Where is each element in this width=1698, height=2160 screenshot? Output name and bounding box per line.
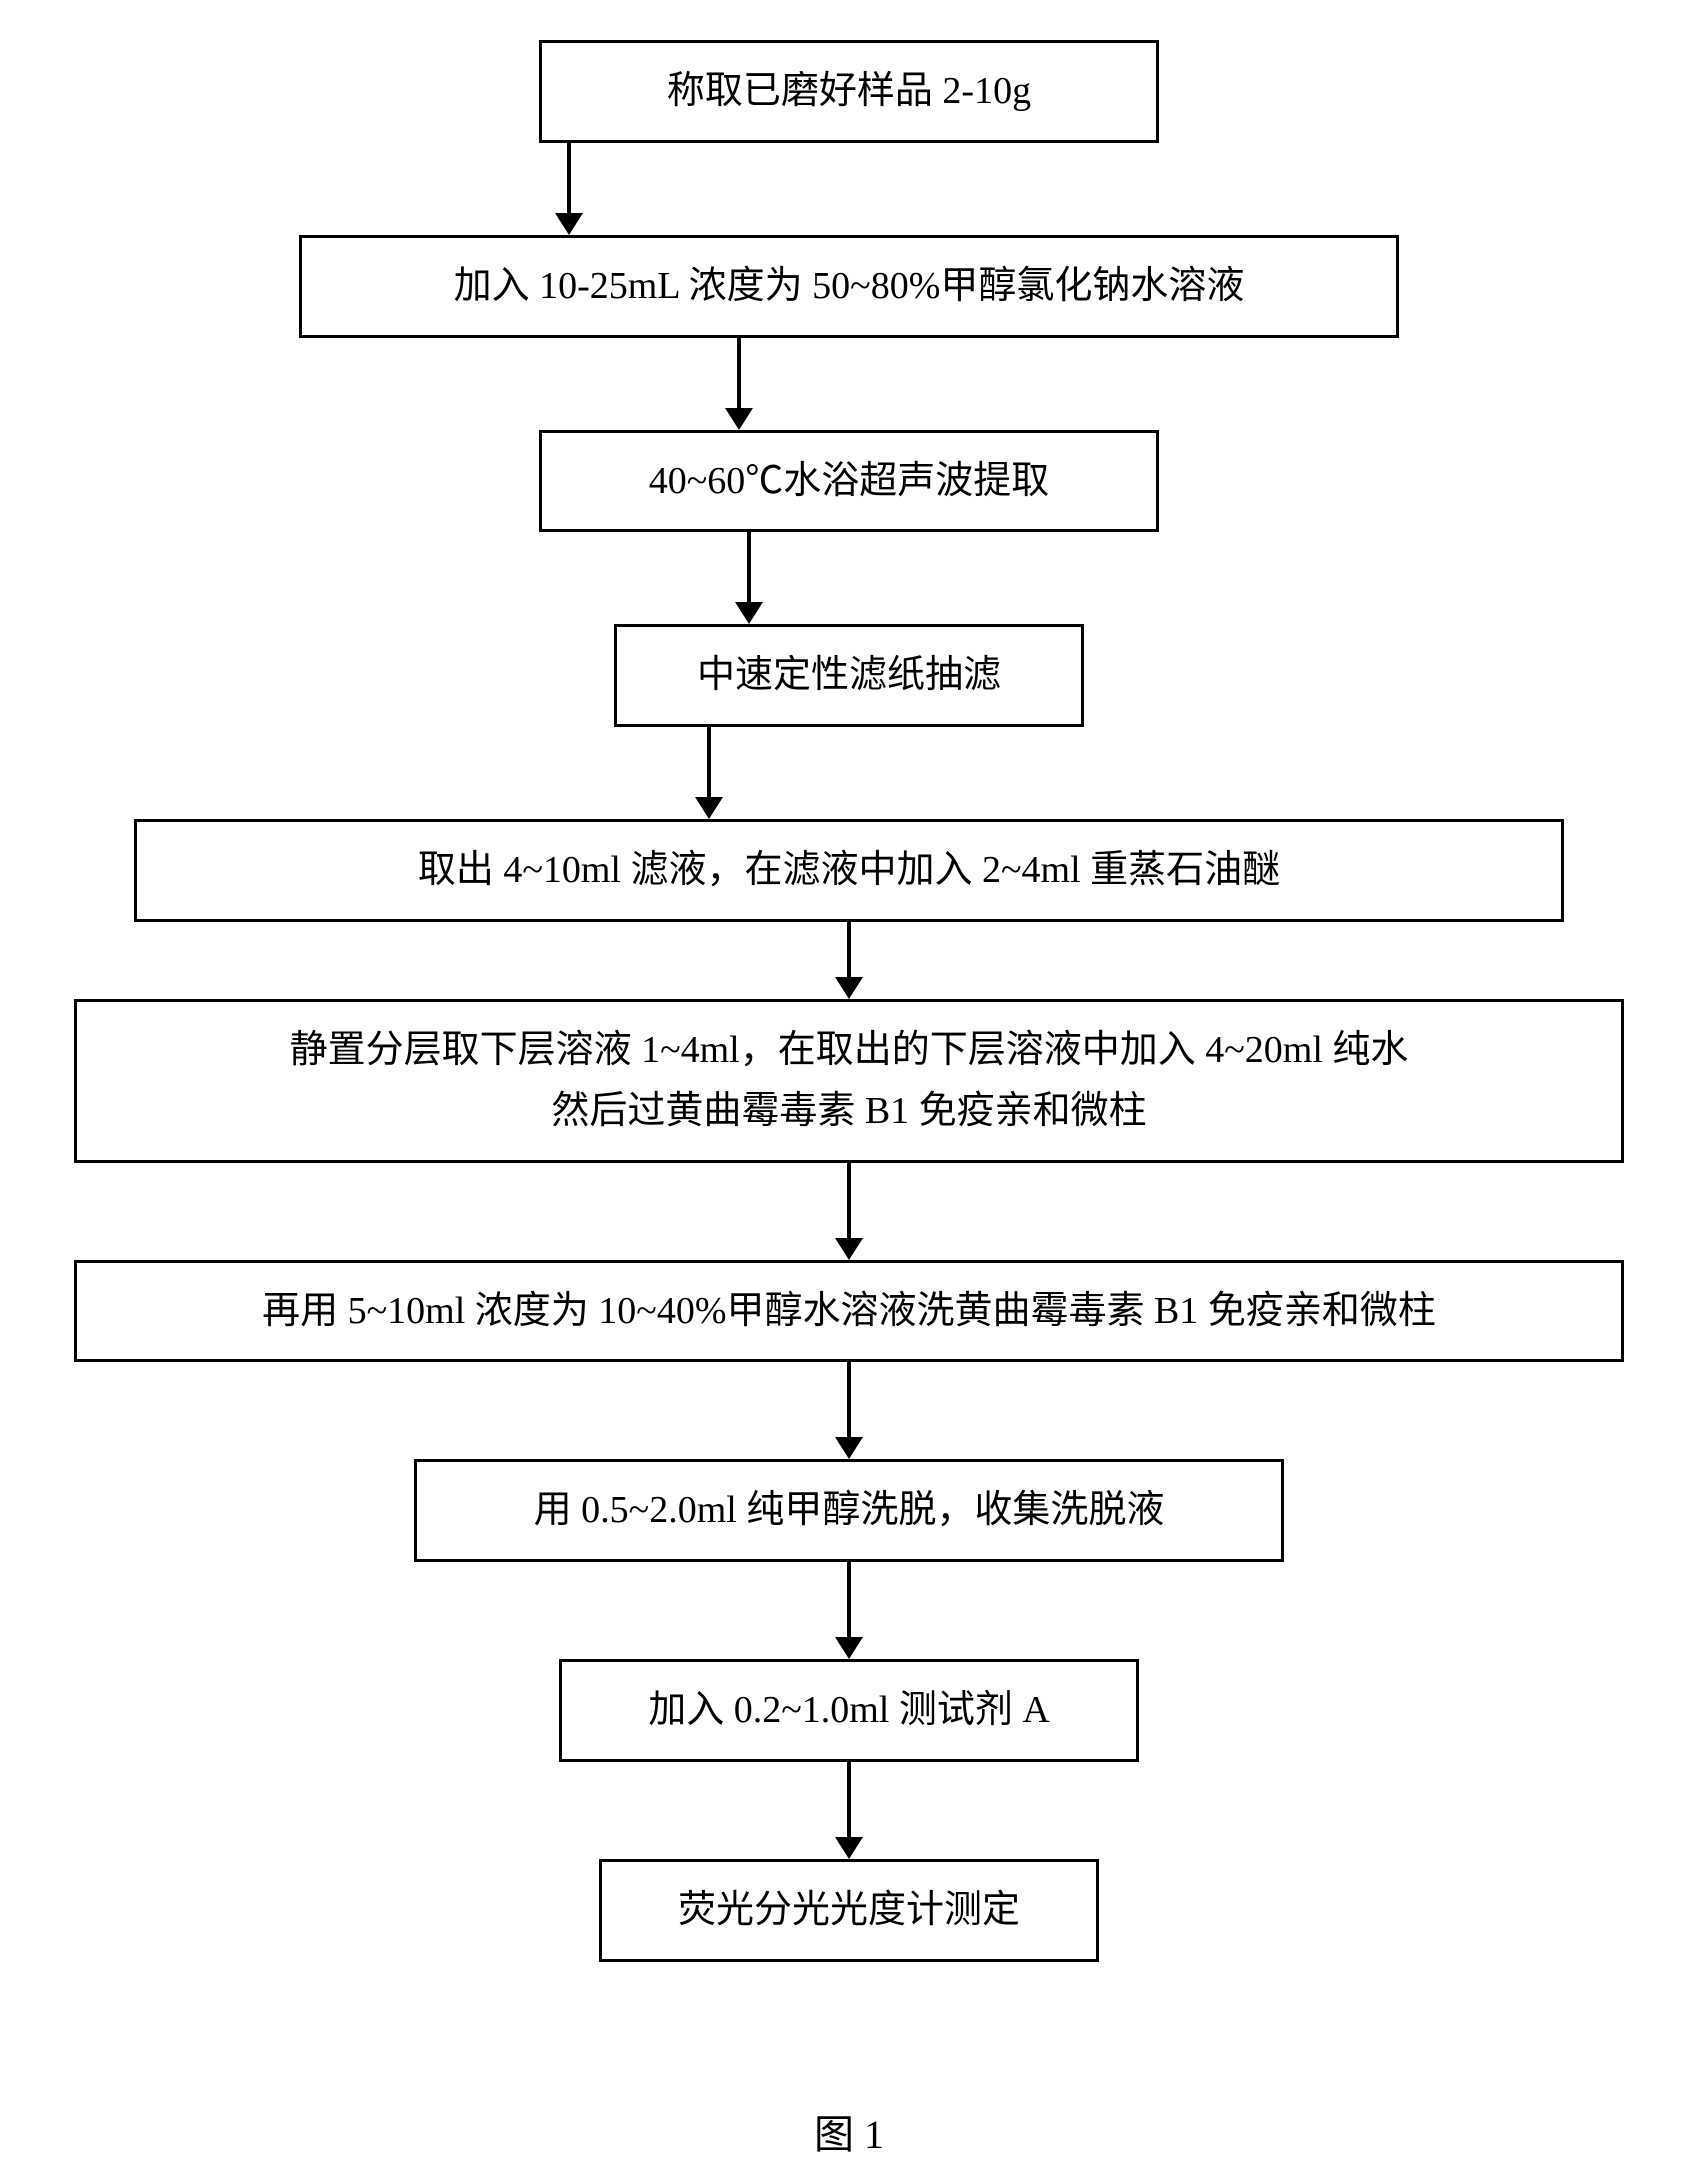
arrow-shaft	[707, 727, 711, 797]
flowchart: 称取已磨好样品 2-10g 加入 10-25mL 浓度为 50~80%甲醇氯化钠水…	[0, 40, 1698, 1962]
flow-step: 用 0.5~2.0ml 纯甲醇洗脱，收集洗脱液	[414, 1459, 1284, 1562]
flow-step-text: 称取已磨好样品 2-10g	[667, 61, 1031, 122]
arrow-head-icon	[835, 1837, 863, 1859]
arrow-head-icon	[835, 1437, 863, 1459]
flow-step-text: 40~60℃水浴超声波提取	[649, 451, 1050, 512]
flow-step: 荧光分光光度计测定	[599, 1859, 1099, 1962]
flow-step: 加入 0.2~1.0ml 测试剂 A	[559, 1659, 1139, 1762]
arrow-shaft	[737, 338, 741, 408]
arrow-head-icon	[555, 213, 583, 235]
flow-arrow	[555, 143, 583, 235]
flow-step-text: 中速定性滤纸抽滤	[697, 645, 1001, 706]
flow-step-text: 荧光分光光度计测定	[678, 1880, 1020, 1941]
flow-step: 称取已磨好样品 2-10g	[539, 40, 1159, 143]
flow-arrow	[725, 338, 753, 430]
figure-caption: 图 1	[0, 2102, 1698, 2160]
arrow-shaft	[747, 532, 751, 602]
flow-step: 加入 10-25mL 浓度为 50~80%甲醇氯化钠水溶液	[299, 235, 1399, 338]
arrow-head-icon	[835, 1238, 863, 1260]
arrow-shaft	[847, 922, 851, 977]
flow-step-text: 静置分层取下层溶液 1~4ml，在取出的下层溶液中加入 4~20ml 纯水	[290, 1020, 1409, 1081]
flow-arrow	[835, 922, 863, 999]
arrow-shaft	[847, 1562, 851, 1637]
arrow-head-icon	[835, 1637, 863, 1659]
flow-step-text: 取出 4~10ml 滤液，在滤液中加入 2~4ml 重蒸石油醚	[418, 840, 1280, 901]
arrow-shaft	[847, 1762, 851, 1837]
flow-step: 再用 5~10ml 浓度为 10~40%甲醇水溶液洗黄曲霉毒素 B1 免疫亲和微…	[74, 1260, 1624, 1363]
arrow-shaft	[567, 143, 571, 213]
arrow-head-icon	[835, 977, 863, 999]
flow-arrow	[835, 1163, 863, 1260]
arrow-head-icon	[725, 408, 753, 430]
arrow-shaft	[847, 1163, 851, 1238]
flow-arrow	[835, 1562, 863, 1659]
flow-step: 静置分层取下层溶液 1~4ml，在取出的下层溶液中加入 4~20ml 纯水然后过…	[74, 999, 1624, 1163]
page: 称取已磨好样品 2-10g 加入 10-25mL 浓度为 50~80%甲醇氯化钠水…	[0, 0, 1698, 2039]
flow-arrow	[835, 1362, 863, 1459]
flow-step-text: 再用 5~10ml 浓度为 10~40%甲醇水溶液洗黄曲霉毒素 B1 免疫亲和微…	[262, 1281, 1436, 1342]
flow-step-text: 加入 0.2~1.0ml 测试剂 A	[648, 1680, 1050, 1741]
flow-step-text: 用 0.5~2.0ml 纯甲醇洗脱，收集洗脱液	[534, 1480, 1165, 1541]
flow-step: 中速定性滤纸抽滤	[614, 624, 1084, 727]
arrow-shaft	[847, 1362, 851, 1437]
flow-step-text: 然后过黄曲霉毒素 B1 免疫亲和微柱	[551, 1081, 1146, 1142]
arrow-head-icon	[695, 797, 723, 819]
arrow-head-icon	[735, 602, 763, 624]
flow-arrow	[835, 1762, 863, 1859]
flow-arrow	[735, 532, 763, 624]
flow-step: 40~60℃水浴超声波提取	[539, 430, 1159, 533]
flow-step: 取出 4~10ml 滤液，在滤液中加入 2~4ml 重蒸石油醚	[134, 819, 1564, 922]
flow-arrow	[695, 727, 723, 819]
flow-step-text: 加入 10-25mL 浓度为 50~80%甲醇氯化钠水溶液	[454, 256, 1245, 317]
